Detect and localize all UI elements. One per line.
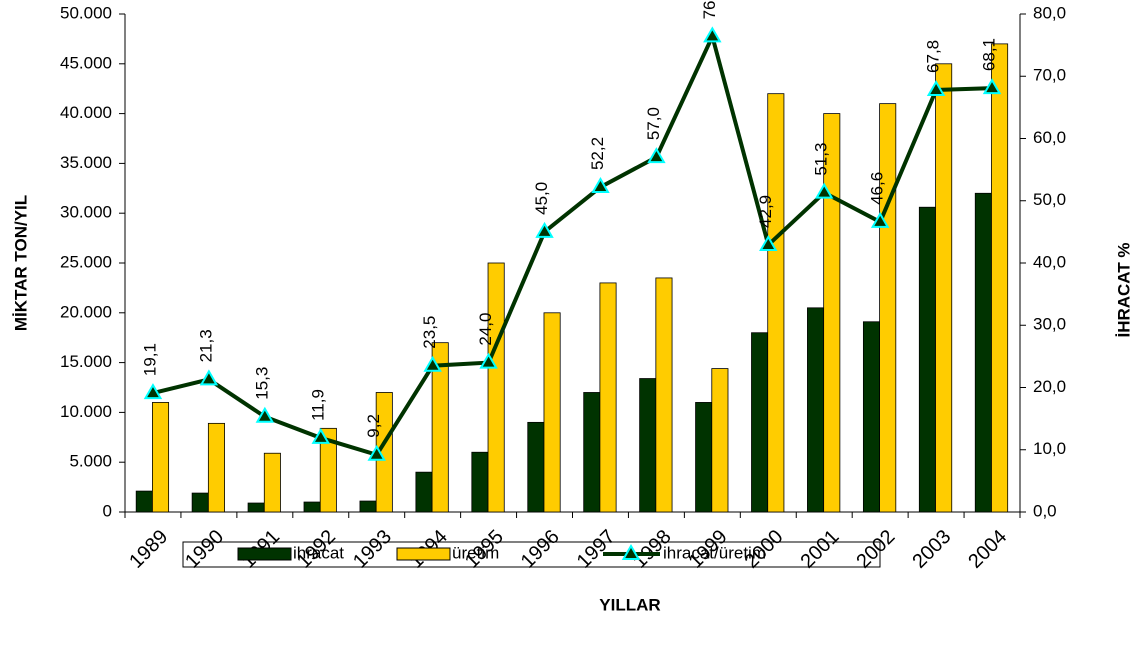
y-tick-label: 20.000: [60, 302, 112, 321]
marker: [814, 182, 834, 199]
bar: [935, 63, 953, 513]
data-label: 67,8: [924, 40, 943, 73]
bar: [359, 500, 377, 513]
data-label: 23,5: [420, 316, 439, 349]
bar: [974, 192, 992, 513]
marker: [255, 406, 275, 423]
bar: [751, 332, 769, 513]
x-tick-label: 2004: [964, 526, 1011, 573]
y-tick-label: 45.000: [60, 53, 112, 72]
legend-label: ihracat: [293, 543, 344, 562]
bar: [918, 206, 936, 513]
bar: [527, 421, 545, 513]
bar: [862, 321, 880, 513]
bar: [415, 471, 433, 513]
legend-swatch: [237, 547, 292, 561]
marker: [647, 147, 666, 164]
marker: [759, 234, 778, 251]
marker: [311, 427, 331, 444]
bar: [807, 307, 825, 513]
bar: [583, 392, 601, 513]
data-label: 15,3: [252, 367, 271, 400]
bar: [191, 492, 209, 513]
y2-tick-label: 30,0: [1033, 315, 1066, 334]
data-label: 11,9: [308, 389, 327, 421]
marker: [367, 444, 386, 461]
y2-tick-label: 60,0: [1033, 128, 1066, 147]
marker: [143, 383, 163, 400]
y2-tick-label: 50,0: [1033, 190, 1066, 209]
data-label: 9,2: [364, 414, 383, 438]
data-label: 46,6: [868, 172, 887, 205]
bar: [639, 378, 657, 513]
y2-tick-label: 40,0: [1033, 252, 1066, 271]
y-tick-label: 50.000: [60, 3, 112, 22]
bar: [319, 427, 337, 513]
data-label: 24,0: [476, 313, 495, 346]
marker: [591, 177, 610, 194]
bar: [487, 262, 505, 513]
marker: [423, 355, 442, 372]
y-tick-label: 15.000: [60, 352, 112, 371]
data-label: 52,2: [588, 137, 607, 170]
legend-label: ihracat/üretim: [663, 543, 766, 562]
data-label: 45,0: [532, 182, 551, 215]
bar: [655, 277, 673, 513]
y-tick-label: 0: [103, 501, 112, 520]
bar: [543, 312, 561, 513]
bar: [767, 93, 785, 513]
data-label: 57,0: [644, 107, 663, 140]
x-tick-label: 1989: [125, 526, 172, 573]
data-label: 21,3: [196, 329, 215, 362]
bar: [599, 282, 617, 513]
y2-tick-label: 0,0: [1033, 501, 1057, 520]
y-tick-label: 10.000: [60, 402, 112, 421]
marker: [870, 211, 890, 228]
y2-tick-label: 80,0: [1033, 3, 1066, 22]
y2-tick-label: 20,0: [1033, 377, 1066, 396]
bar: [303, 501, 321, 513]
y-axis-label: MİKTAR TON/YIL: [11, 195, 30, 331]
legend-marker: [621, 543, 641, 560]
data-label: 42,9: [756, 195, 775, 228]
bar: [247, 502, 265, 513]
y-tick-label: 40.000: [60, 103, 112, 122]
line: [152, 30, 993, 458]
y2-axis-label: İHRACAT %: [1114, 242, 1133, 337]
bar: [263, 452, 281, 513]
y2-tick-label: 10,0: [1033, 439, 1066, 458]
marker: [926, 79, 946, 96]
bar: [152, 402, 170, 513]
y-tick-label: 35.000: [60, 153, 112, 172]
data-label: 51,3: [812, 143, 831, 176]
bar: [823, 113, 841, 513]
marker: [479, 352, 498, 369]
marker: [199, 369, 219, 386]
data-label: 19,1: [140, 343, 159, 376]
bar: [431, 342, 449, 513]
x-axis-label: YILLAR: [599, 595, 660, 614]
y2-tick-label: 70,0: [1033, 66, 1066, 85]
marker: [535, 221, 554, 238]
bar: [991, 43, 1009, 513]
y-tick-label: 5.000: [69, 452, 112, 471]
bar: [207, 422, 225, 513]
bar: [879, 103, 897, 513]
x-tick-label: 2003: [908, 526, 955, 573]
bar: [695, 402, 713, 513]
data-label: 68,1: [980, 38, 999, 71]
legend-swatch: [396, 547, 451, 561]
legend-label: üretim: [452, 543, 499, 562]
bar: [471, 451, 489, 513]
marker: [982, 78, 1002, 95]
y-tick-label: 30.000: [60, 203, 112, 222]
bar: [711, 368, 729, 513]
marker: [703, 26, 722, 43]
bar: [135, 490, 153, 513]
y-tick-label: 25.000: [60, 252, 112, 271]
data-label: 76,4: [700, 0, 719, 19]
legend-box: [182, 541, 881, 568]
